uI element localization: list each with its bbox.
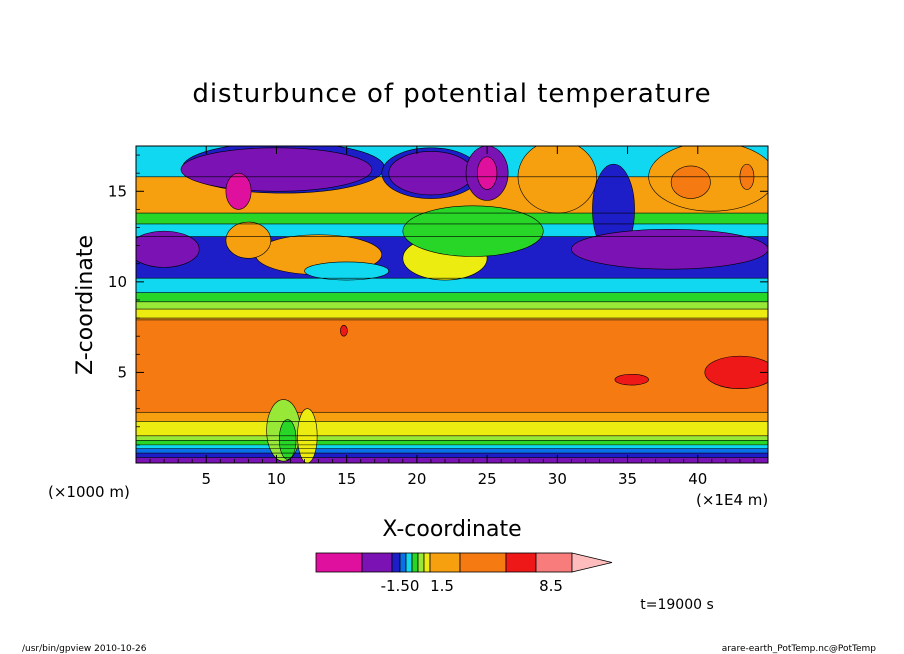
contour-lines — [136, 146, 768, 458]
x-tick-label-6: 35 — [618, 470, 637, 488]
colorbar-extend-arrow — [571, 552, 613, 573]
field-region-0 — [136, 319, 768, 413]
field-band-1 — [136, 453, 768, 458]
colorbar — [315, 552, 613, 573]
time-label: t=19000 s — [640, 597, 714, 613]
colorbar-swatch-5 — [411, 552, 419, 573]
field-region-2 — [614, 373, 649, 386]
colorbar-swatch-6 — [417, 552, 425, 573]
colorbar-swatch-0 — [315, 552, 363, 573]
field-band-8 — [136, 309, 768, 319]
x-tick-label-1: 10 — [267, 470, 286, 488]
colorbar-label-1: -1.50 — [381, 577, 420, 595]
x-unit-right: (×1E4 m) — [696, 491, 768, 509]
field-region-3 — [340, 325, 348, 337]
colorbar-label-3: 8.5 — [539, 577, 563, 595]
colorbar-swatch-11 — [535, 552, 573, 573]
field-region-8 — [225, 172, 252, 210]
x-tick-label-3: 20 — [407, 470, 426, 488]
y-tick-label-2: 15 — [108, 182, 127, 200]
field-band-9 — [136, 301, 768, 310]
field-region-7 — [388, 151, 474, 196]
x-tick-label-0: 5 — [201, 470, 211, 488]
field-region-17 — [136, 230, 200, 268]
field-region-16 — [571, 229, 768, 270]
field-region-22 — [304, 261, 390, 281]
x-tick-label-4: 25 — [478, 470, 497, 488]
colorbar-swatch-8 — [429, 552, 461, 573]
contour-field — [136, 146, 768, 463]
colorbar-swatch-1 — [361, 552, 393, 573]
footer-right: arare-earth_PotTemp.nc@PotTemp — [722, 644, 877, 654]
field-band-11 — [136, 278, 768, 293]
field-region-19 — [225, 221, 272, 259]
field-region-5 — [180, 147, 373, 192]
y-tick-label-1: 10 — [108, 273, 127, 291]
colorbar-swatch-3 — [399, 552, 407, 573]
y-axis-label: Z-coordinate — [73, 235, 98, 375]
x-unit-left: (×1000 m) — [48, 483, 130, 501]
colorbar-swatch-2 — [391, 552, 401, 573]
footer-left: /usr/bin/gpview 2010-10-26 — [22, 644, 147, 654]
y-tick-label-0: 5 — [117, 363, 127, 381]
field-region-25 — [278, 419, 297, 460]
colorbar-label-2: 1.5 — [430, 577, 454, 595]
field-region-13 — [670, 165, 711, 199]
field-band-4 — [136, 440, 768, 445]
field-band-2 — [136, 448, 768, 454]
x-axis-label: X-coordinate — [382, 517, 521, 542]
chart-title: disturbunce of potential temperature — [192, 79, 711, 109]
colorbar-swatch-10 — [505, 552, 537, 573]
field-region-23 — [402, 205, 544, 257]
field-band-10 — [136, 292, 768, 302]
x-tick-label-7: 40 — [688, 470, 707, 488]
axis-ticks: 5 10 15 20 25 30 35 40 5 10 15 — [108, 146, 768, 488]
colorbar-swatch-9 — [459, 552, 507, 573]
field-band-3 — [136, 444, 768, 449]
field-band-5 — [136, 435, 768, 441]
field-band-6 — [136, 421, 768, 436]
field-band-0 — [136, 457, 768, 463]
x-tick-label-5: 30 — [548, 470, 567, 488]
colorbar-swatch-4 — [405, 552, 413, 573]
field-region-1 — [704, 355, 768, 390]
field-region-10 — [476, 156, 498, 190]
plot-frame — [135, 145, 769, 464]
x-tick-label-2: 15 — [337, 470, 356, 488]
colorbar-swatch-7 — [423, 552, 431, 573]
